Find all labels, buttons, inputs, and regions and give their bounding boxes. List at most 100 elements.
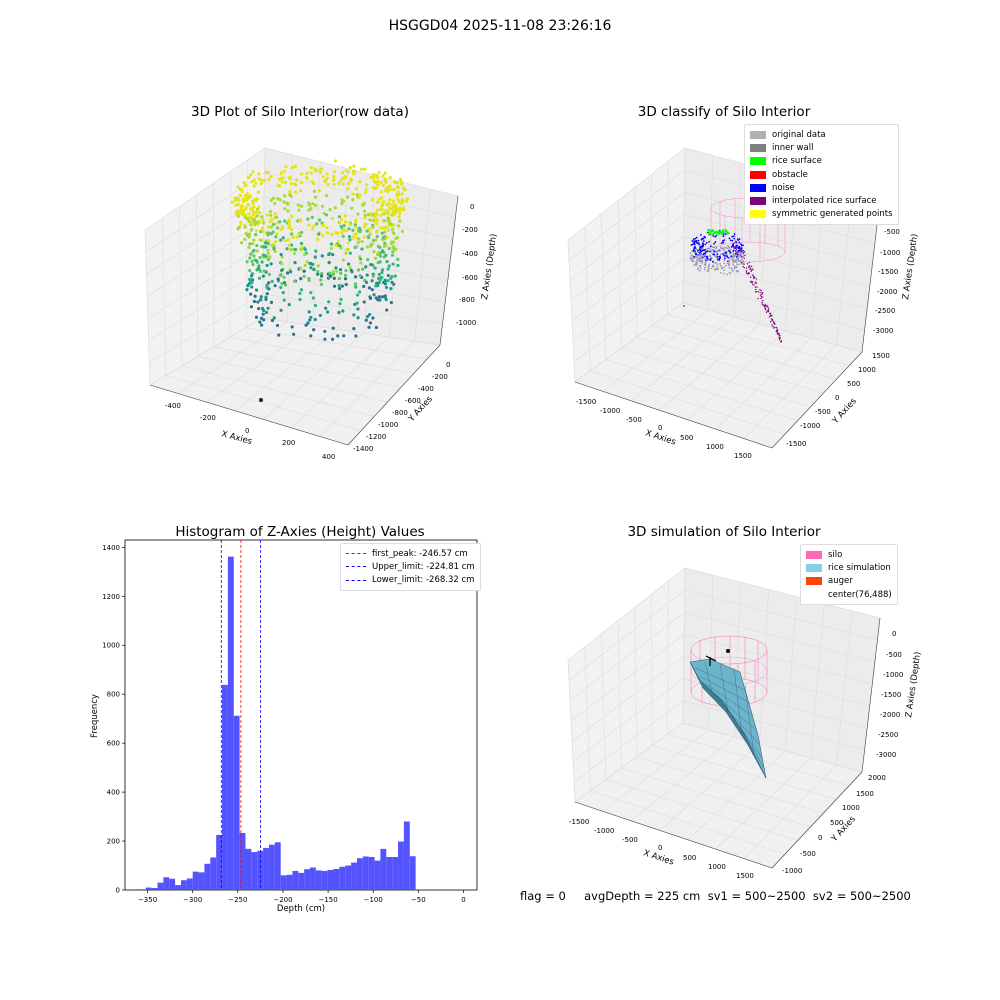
legend-label: noise <box>772 182 795 193</box>
legend-line <box>346 566 366 568</box>
plot1-zlabel: Z Axies (Depth) <box>480 233 499 300</box>
plot4-ztick-1: -500 <box>886 651 902 659</box>
plot2-ztick-0: -500 <box>884 228 900 236</box>
legend-item-rice-simulation: rice simulation <box>806 561 892 574</box>
plot4-ytick-6: -1000 <box>782 867 802 875</box>
histogram-bar <box>233 715 240 890</box>
histogram-bar <box>310 867 316 890</box>
plot4-ytick-3: 500 <box>830 819 843 827</box>
histogram-bar <box>351 862 357 890</box>
histogram-bar <box>403 821 410 890</box>
legend-label: silo <box>828 549 843 560</box>
plot3-xlabel: Depth (cm) <box>277 904 325 914</box>
histogram-bar <box>210 857 217 890</box>
plot2-ztick-4: -2500 <box>875 307 895 315</box>
histogram-bar <box>175 885 181 890</box>
plot1-ytick-5: -1000 <box>378 421 398 429</box>
plot4-ztick-3: -1500 <box>881 691 901 699</box>
plot1-gridlines <box>145 154 456 437</box>
plot1-xtick-1: -200 <box>200 414 216 422</box>
legend-swatch <box>806 590 822 599</box>
legend-label: auger <box>828 576 853 587</box>
histogram-bar <box>192 871 199 890</box>
legend-swatch <box>806 563 822 572</box>
histogram-bar <box>198 872 205 890</box>
histogram-bar <box>386 856 393 890</box>
plot2-ytick-4: -500 <box>815 408 831 416</box>
plot2-xtick-2: -500 <box>626 416 642 424</box>
histogram-bar <box>286 874 293 890</box>
plot1-ytick-7: -1400 <box>353 445 373 453</box>
histogram-bar <box>368 856 375 890</box>
legend-label: obstacle <box>772 169 808 180</box>
plot1-ytick-2: -400 <box>418 385 434 393</box>
plot1-outlier-point <box>259 398 263 402</box>
plot3-title: Histogram of Z-Axies (Height) Values <box>175 524 425 540</box>
plot2-ytick-6: -1500 <box>786 440 806 448</box>
legend-item-obstacle: obstacle <box>750 168 893 181</box>
legend-item-auger: auger <box>806 575 892 588</box>
plot3-bars <box>134 556 416 890</box>
ytick-label: 1200 <box>102 593 120 601</box>
plot1-ztick-4: -800 <box>459 296 475 304</box>
legend-line <box>346 579 366 581</box>
legend-item-original-data: original data <box>750 128 893 141</box>
plot4-ztick-4: -2000 <box>880 711 900 719</box>
plot4-xtick-3: 0 <box>658 844 662 852</box>
plot4-xtick-6: 1500 <box>736 872 754 880</box>
ytick-label: 1000 <box>102 642 120 650</box>
legend-label: symmetric generated points <box>772 209 893 220</box>
histogram-bar <box>345 865 352 890</box>
histogram-bar <box>222 684 228 890</box>
plot1-ztick-5: -1000 <box>456 319 476 327</box>
plot1-ztick-3: -600 <box>462 274 478 282</box>
legend-label: Lower_limit: -268.32 cm <box>372 575 475 586</box>
legend-line <box>346 553 366 555</box>
histogram-bar <box>298 872 305 890</box>
legend-item-symmetric-generated-points: symmetric generated points <box>750 208 893 221</box>
plot1-xtick-2: 0 <box>245 427 249 435</box>
plot2-xtick-6: 1500 <box>734 452 752 460</box>
plot4-ytick-0: 2000 <box>868 774 886 782</box>
histogram-bar <box>356 858 363 890</box>
histogram-bar <box>398 841 404 890</box>
legend-swatch <box>750 157 766 166</box>
ytick-label: 200 <box>107 838 120 846</box>
xtick-label: −350 <box>138 896 157 904</box>
plot4-ytick-5: -500 <box>800 850 816 858</box>
histogram-bar <box>268 844 275 890</box>
legend-item-noise: noise <box>750 181 893 194</box>
histogram-bar <box>157 882 164 890</box>
legend-swatch <box>750 170 766 179</box>
legend-item-upper-limit: Upper_limit: -224.81 cm <box>346 560 475 573</box>
plot2-ytick-5: -1000 <box>800 422 820 430</box>
xtick-label: −250 <box>228 896 247 904</box>
plot3-yticks: 0 200 400 600 800 1000 1200 1400 <box>102 544 125 895</box>
histogram-bar <box>169 878 176 890</box>
plot2-ytick-2: 500 <box>847 380 860 388</box>
plot2-ytick-3: 0 <box>835 394 839 402</box>
legend-swatch <box>750 183 766 192</box>
histogram-bar <box>274 842 281 890</box>
plot2-xtick-0: -1500 <box>576 398 596 406</box>
plot4-zlabel: Z Axies (Depth) <box>904 651 923 718</box>
legend-item-first-peak: first_peak: -246.57 cm <box>346 547 475 560</box>
plot2-ztick-5: -3000 <box>873 327 893 335</box>
plot3-legend: first_peak: -246.57 cm Upper_limit: -224… <box>340 543 481 591</box>
plot4-rice-surface <box>689 658 767 779</box>
plot4-axes3d: -1500 -1000 -500 0 500 1000 1500 X Axies… <box>567 567 923 880</box>
legend-label: inner wall <box>772 142 814 153</box>
histogram-bar <box>374 860 381 890</box>
histogram-bar <box>392 856 399 890</box>
xtick-label: 0 <box>461 896 465 904</box>
plot1-ytick-1: -200 <box>432 373 448 381</box>
ytick-label: 0 <box>116 887 120 895</box>
plot1-ztick-2: -400 <box>462 250 478 258</box>
plot1-point-cloud <box>230 159 410 341</box>
histogram-bar <box>315 870 322 890</box>
plot1-ytick-3: -600 <box>405 397 421 405</box>
legend-label: first_peak: -246.57 cm <box>372 548 468 559</box>
plot2-xtick-4: 500 <box>680 434 693 442</box>
plot4-xtick-1: -1000 <box>594 827 614 835</box>
legend-label: center(76,488) <box>828 589 892 600</box>
